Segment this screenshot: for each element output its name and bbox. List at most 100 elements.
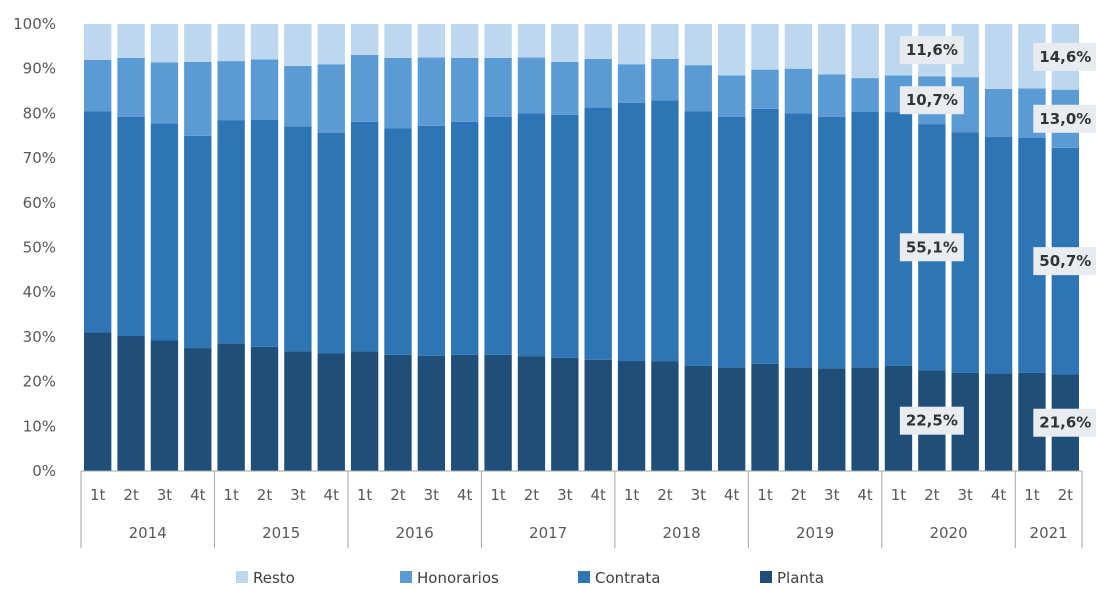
year-label: 2020 [929,524,967,542]
year-label: 2018 [663,524,701,542]
bar-segment-contrata [284,126,312,352]
annotations: 11,6% 10,7% 55,1% 22,5% 14,6% 13,0% 50,7% 21,6% [899,36,1096,437]
bar-segment-honorarios [784,68,813,114]
bar-segment-contrata [851,111,879,368]
bar-segment-planta [217,343,245,471]
bar-segment-honorarios [284,66,312,127]
bar-segment-planta [517,356,546,471]
bar-segment-honorarios [451,57,479,122]
bar-segment-resto [717,24,746,76]
x-tick-label: 4t [724,486,740,504]
bar-segment-planta [150,340,179,471]
bar-segment-resto [284,24,312,67]
y-tick-label: 30% [23,328,56,346]
bar-segment-resto [451,24,479,58]
x-tick-label: 1t [891,486,907,504]
x-tick-label: 3t [557,486,573,504]
bar-segment-planta [717,367,746,471]
x-tick-label: 1t [1024,486,1040,504]
bar-segment-contrata [818,116,846,369]
y-tick-label: 0% [32,462,56,480]
x-tick-label: 1t [490,486,506,504]
data-label: 10,7% [906,91,958,109]
bar-segment-honorarios [851,78,879,112]
bar-segment-contrata [350,121,379,352]
x-tick-label: 2t [390,486,406,504]
bar-segment-planta [784,367,813,471]
bar-segment-honorarios [384,57,412,129]
y-tick-label: 60% [23,194,56,212]
bar-segment-resto [84,24,112,60]
bar-segment-honorarios [551,61,579,115]
x-tick-label: 4t [457,486,473,504]
bar-segment-contrata [784,113,813,368]
bar-segment-contrata [551,114,579,358]
bar-segment-resto [684,24,712,66]
bar-segment-planta [818,368,846,471]
bar-segment-resto [384,24,412,58]
legend-swatch-resto [236,571,248,583]
bar-segment-contrata [617,102,646,362]
bar-segment-planta [651,361,679,471]
bar-segment-honorarios [684,65,712,112]
bar-segment-resto [617,24,646,65]
bar-segment-honorarios [250,59,279,120]
legend-label-contrata: Contrata [595,569,660,587]
bar-segment-resto [417,24,446,58]
data-label-box [899,406,964,435]
bar-segment-resto [150,24,179,63]
bar-segment-planta [484,354,512,471]
x-tick-label: 1t [90,486,106,504]
bar-segment-honorarios [984,88,1013,137]
bars [84,24,1079,471]
y-tick-label: 70% [23,149,56,167]
y-tick-label: 50% [23,239,56,257]
bar-segment-planta [551,357,579,471]
x-tick-label: 1t [357,486,373,504]
data-label-box [1033,247,1096,276]
bar-segment-planta [184,348,212,471]
data-label: 55,1% [906,238,958,256]
bar-segment-honorarios [751,69,779,109]
bar-segment-resto [851,24,879,79]
bar-segment-resto [784,24,813,69]
bar-segment-contrata [384,128,412,355]
x-tick-label: 2t [123,486,139,504]
data-label-box [1033,42,1096,71]
bar-segment-honorarios [84,59,112,112]
y-tick-label: 90% [23,60,56,78]
y-tick-label: 40% [23,283,56,301]
bar-segment-honorarios [484,57,512,117]
x-tick-label: 4t [590,486,606,504]
bar-segment-resto [217,24,245,62]
x-tick-label: 3t [424,486,440,504]
y-tick-label: 10% [23,417,56,435]
bar-segment-contrata [651,100,679,362]
bar-segment-planta [984,373,1013,471]
data-label: 13,0% [1039,110,1091,128]
bar-segment-resto [651,24,679,59]
bar-segment-contrata [717,116,746,368]
bar-segment-contrata [317,132,345,354]
bar-segment-resto [350,24,379,55]
bar-segment-honorarios [584,58,612,108]
bar-segment-honorarios [117,57,145,117]
data-label-box [899,36,964,65]
y-axis: 0% 10% 20% 30% 40% 50% 60% 70% 80% 90% 100% [13,15,56,480]
x-tick-label: 4t [857,486,873,504]
bar-segment-planta [584,359,612,471]
data-label-box [1033,104,1096,133]
y-tick-label: 100% [13,15,56,33]
data-label: 14,6% [1039,48,1091,66]
legend-swatch-contrata [578,571,590,583]
data-label: 11,6% [906,41,958,59]
bar-segment-resto [551,24,579,62]
year-label: 2015 [262,524,300,542]
bar-segment-resto [584,24,612,59]
x-tick-label: 3t [691,486,707,504]
bar-segment-resto [317,24,345,65]
x-tick-label: 2t [924,486,940,504]
bar-segment-honorarios [184,61,212,136]
bar-segment-resto [117,24,145,58]
x-tick-label: 1t [757,486,773,504]
